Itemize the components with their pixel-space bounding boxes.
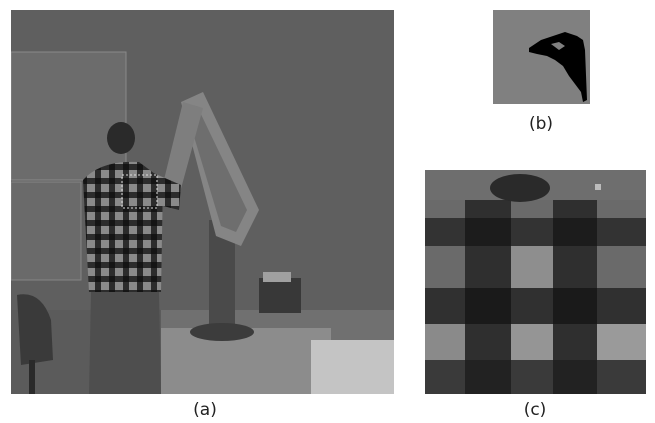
caption-b: (b)	[528, 114, 554, 134]
binary-mask-image	[493, 10, 590, 104]
caption-c: (c)	[523, 400, 547, 420]
photo-panel-a	[11, 10, 394, 394]
magnified-plaid-patch	[425, 170, 646, 394]
roi-box	[121, 174, 158, 209]
zoom-panel-c	[425, 170, 646, 394]
mask-panel-b	[493, 10, 590, 104]
lab-scene-photo	[11, 10, 394, 394]
caption-a: (a)	[193, 400, 217, 420]
